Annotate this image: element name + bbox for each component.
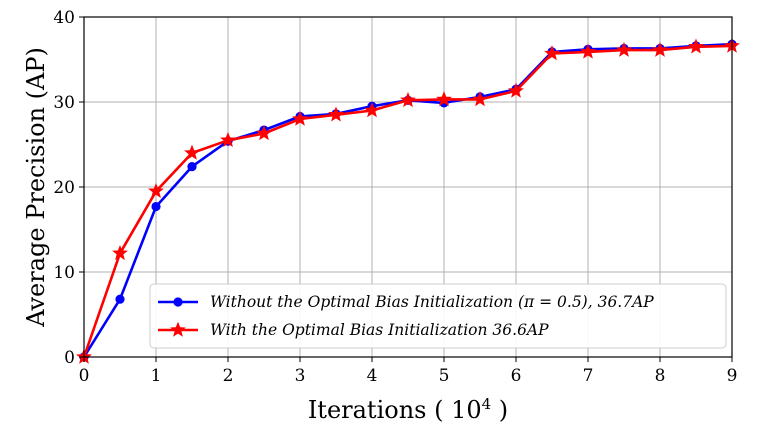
data-point-star	[148, 182, 164, 198]
data-point-star	[508, 82, 524, 98]
x-tick-label: 9	[727, 366, 738, 386]
data-point-circle	[151, 201, 161, 212]
y-tick-label: 10	[53, 263, 75, 283]
x-tick-label: 8	[655, 366, 666, 386]
series-layer	[76, 37, 740, 364]
data-point-star	[544, 45, 560, 61]
x-tick-label: 4	[367, 366, 378, 386]
data-point-circle	[187, 162, 197, 172]
legend-box	[149, 283, 727, 349]
data-point-star	[400, 91, 416, 108]
data-point-star	[170, 321, 186, 337]
data-point-star	[436, 91, 452, 107]
x-tick-label: 2	[223, 366, 234, 386]
data-point-star	[328, 106, 344, 122]
y-tick-label: 0	[64, 348, 75, 368]
x-axis-label-exponent: 4	[482, 395, 492, 413]
y-tick-label: 30	[53, 93, 75, 113]
data-point-star	[364, 102, 380, 118]
data-point-star	[112, 244, 128, 261]
data-point-star	[220, 131, 236, 147]
x-tick-label: 0	[79, 366, 90, 386]
x-tick-label: 3	[295, 366, 306, 386]
data-point-star	[616, 41, 632, 57]
data-point-circle	[173, 297, 183, 307]
x-tick-label: 1	[151, 366, 162, 386]
data-point-star	[472, 91, 488, 107]
series-1	[76, 37, 740, 364]
data-point-star	[652, 41, 668, 57]
legend: Without the Optimal Bias Initialization …	[149, 283, 727, 349]
y-tick-label: 20	[53, 178, 75, 198]
data-point-star	[184, 144, 200, 160]
x-tick-label: 7	[583, 366, 594, 386]
y-tick-label: 40	[53, 8, 75, 28]
legend-item: Without the Optimal Bias Initialization …	[158, 293, 654, 311]
legend-label: Without the Optimal Bias Initialization …	[210, 293, 654, 311]
x-axis-label: Iterations ( 104 )	[308, 395, 508, 424]
y-axis-label: Average Precision (AP)	[22, 47, 50, 328]
data-point-circle	[115, 294, 125, 304]
legend-label: With the Optimal Bias Initialization 36.…	[210, 321, 549, 339]
ticks: 0 1 2 3 4 5 6 7 8 9 0 10 20 30 40	[53, 8, 737, 386]
legend-item: With the Optimal Bias Initialization 36.…	[158, 321, 549, 339]
x-axis-label-close: )	[491, 396, 508, 424]
data-point-star	[688, 38, 704, 54]
x-axis-label-text: Iterations ( 10	[308, 396, 482, 424]
x-tick-label: 5	[439, 366, 450, 386]
data-point-star	[292, 110, 308, 126]
data-point-star	[580, 43, 596, 59]
data-point-star	[256, 125, 272, 141]
x-tick-label: 6	[511, 366, 522, 386]
